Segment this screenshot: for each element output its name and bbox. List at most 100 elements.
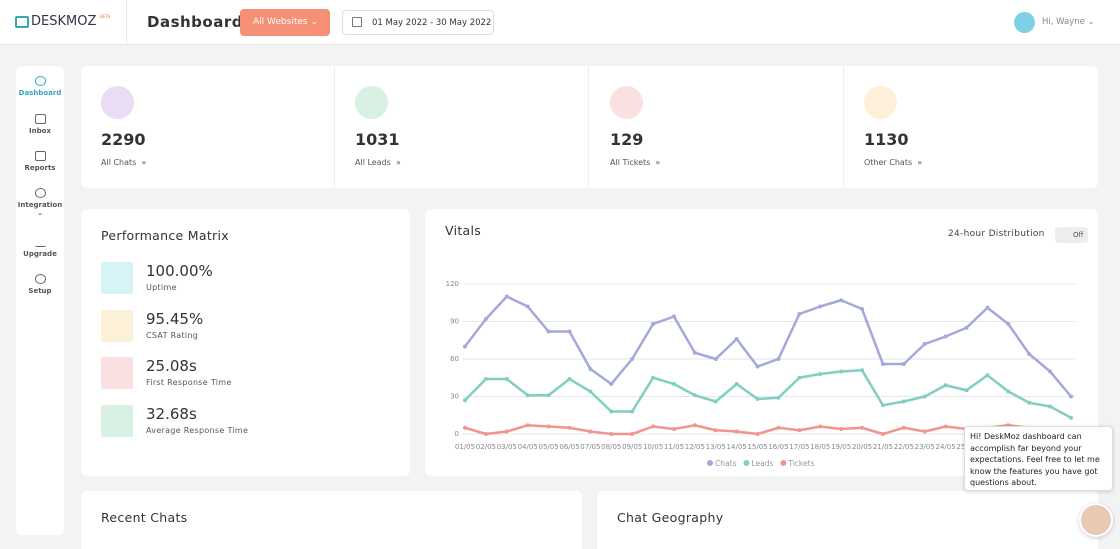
data-point <box>713 428 718 433</box>
data-point <box>797 375 802 380</box>
data-point <box>839 369 844 374</box>
data-point <box>567 377 572 381</box>
date-range: 01 May 2022 - 30 May 2022 <box>372 18 492 28</box>
data-point <box>755 432 760 436</box>
data-point <box>943 334 948 339</box>
x-tick-label: 16/05 <box>768 443 788 451</box>
website-filter[interactable]: All Websites ⌄ <box>240 9 330 36</box>
x-tick-label: 08/05 <box>601 443 621 451</box>
data-point <box>630 432 635 436</box>
nav-item[interactable]: Upgrade <box>16 237 64 258</box>
data-point <box>483 317 488 321</box>
stat-value: 1031 <box>355 130 400 149</box>
stat-value: 2290 <box>101 130 146 149</box>
toggle[interactable]: Off <box>1055 227 1088 243</box>
data-point <box>860 425 865 430</box>
nav-icon <box>34 274 46 284</box>
stat[interactable]: 1130 Other Chats » <box>844 66 1098 188</box>
logo-badge: BETA <box>100 14 111 19</box>
data-point <box>463 425 467 430</box>
data-point <box>609 409 614 414</box>
data-point <box>880 403 885 408</box>
data-point <box>651 424 656 429</box>
legend-swatch <box>780 460 787 466</box>
data-point <box>483 377 488 381</box>
data-point <box>922 429 927 434</box>
x-tick-label: 01/05 <box>455 443 475 451</box>
recent-chats-card: Recent Chats <box>81 491 582 549</box>
data-point <box>776 395 781 400</box>
stat[interactable]: 2290 All Chats » <box>81 66 335 188</box>
data-point <box>567 425 572 430</box>
x-tick-label: 17/05 <box>789 443 809 451</box>
chart: 0 30 60 90 120 01/05 02/05 03/05 04/05 05/05 06/05… <box>446 280 1081 468</box>
stat[interactable]: 129 All Tickets » <box>590 66 844 188</box>
x-tick-label: 12/05 <box>685 443 705 451</box>
stat[interactable]: 1031 All Leads » <box>335 66 589 188</box>
x-tick-label: 10/05 <box>643 443 663 451</box>
data-point <box>797 428 802 433</box>
nav-label: Dashboard <box>18 89 62 97</box>
y-tick-label: 30 <box>450 393 459 401</box>
x-tick-label: 05/05 <box>538 443 558 451</box>
logo-icon <box>15 16 29 28</box>
data-point <box>964 388 969 393</box>
data-point <box>651 375 656 380</box>
legend-swatch <box>707 460 713 466</box>
data-point <box>692 350 697 355</box>
x-tick-label: 24/05 <box>936 443 956 451</box>
data-point <box>463 344 467 349</box>
data-point <box>1006 389 1011 394</box>
website-filter-label: All Websites <box>253 17 308 27</box>
avatar[interactable] <box>1014 12 1035 33</box>
data-point <box>588 367 593 371</box>
data-point <box>567 329 572 334</box>
x-tick-label: 11/05 <box>664 443 684 451</box>
nav-icon <box>34 188 46 198</box>
x-tick-label: 23/05 <box>915 443 935 451</box>
data-point <box>985 305 990 310</box>
data-point <box>901 399 906 404</box>
data-point <box>525 304 530 309</box>
x-tick-label: 03/05 <box>497 443 517 451</box>
data-point <box>1006 322 1011 326</box>
x-tick-label: 13/05 <box>706 443 726 451</box>
data-point <box>1069 394 1073 399</box>
nav-icon <box>34 151 46 161</box>
nav-item[interactable]: Reports <box>16 151 64 172</box>
metric-value: 100.00% <box>146 262 213 280</box>
data-point <box>630 409 635 414</box>
data-point <box>901 362 906 366</box>
date-picker[interactable]: 01 May 2022 - 30 May 2022 <box>342 10 494 35</box>
data-point <box>609 432 614 436</box>
nav-item[interactable]: Setup <box>16 274 64 295</box>
chat-geography-card: Chat Geography <box>597 491 1098 549</box>
nav-item[interactable]: Inbox <box>16 114 64 135</box>
chat-popup[interactable]: Hi! DeskMoz dashboard can accomplish far… <box>964 426 1113 491</box>
data-point <box>922 342 927 346</box>
data-point <box>964 325 969 330</box>
x-tick-label: 19/05 <box>831 443 851 451</box>
card-title: Performance Matrix <box>101 228 229 243</box>
nav-label: Reports <box>24 164 56 172</box>
metric-label: Uptime <box>146 283 177 292</box>
legend-swatch <box>743 460 750 466</box>
chat-popup-message: Hi! DeskMoz dashboard can accomplish far… <box>970 432 1100 487</box>
data-point <box>588 429 593 434</box>
chat-launcher[interactable] <box>1079 503 1113 537</box>
data-point <box>692 423 697 428</box>
calendar-icon <box>352 17 362 27</box>
nav-item[interactable]: Dashboard <box>16 76 64 97</box>
x-tick-label: 06/05 <box>559 443 579 451</box>
nav-icon <box>34 114 46 124</box>
x-tick-label: 14/05 <box>727 443 747 451</box>
data-point <box>839 427 844 431</box>
data-point <box>839 298 844 303</box>
user-menu[interactable]: Hi, Wayne ⌄ <box>1042 17 1095 27</box>
nav-item[interactable]: Integration ⌄ <box>16 188 64 217</box>
metric-icon <box>101 357 133 389</box>
stat-label: All Tickets <box>610 158 651 167</box>
x-tick-label: 07/05 <box>580 443 600 451</box>
data-point <box>943 383 948 388</box>
stat-label: All Chats <box>101 158 137 167</box>
